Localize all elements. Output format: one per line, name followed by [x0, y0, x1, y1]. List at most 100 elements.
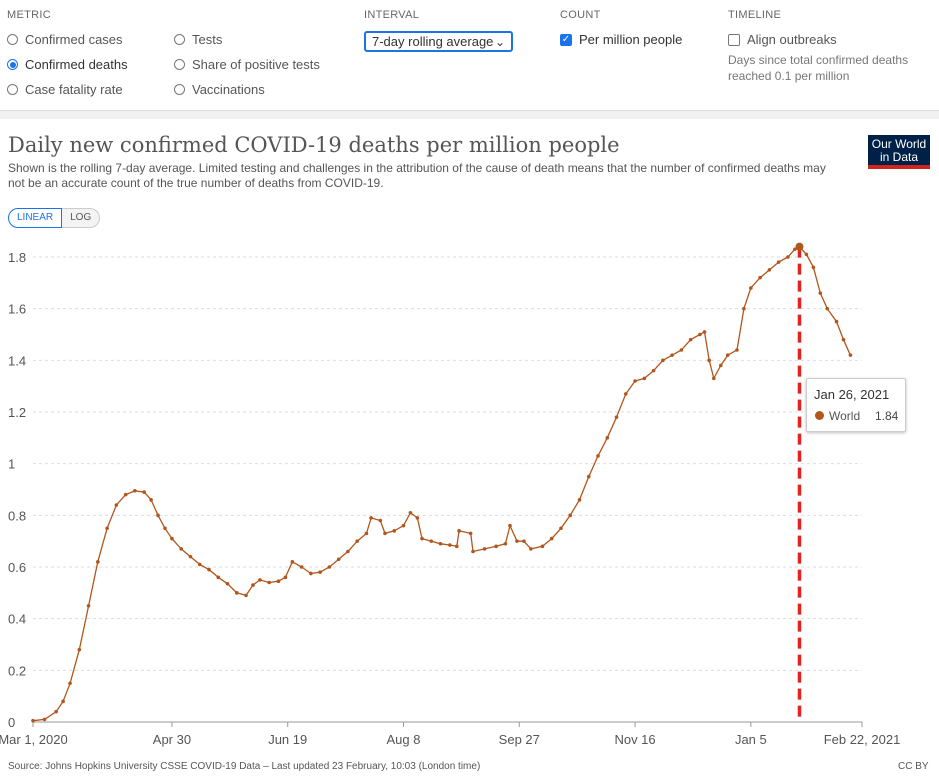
data-point	[767, 268, 772, 272]
chevron-down-icon: ⌄	[494, 35, 505, 49]
count-heading: COUNT	[560, 9, 601, 21]
data-point	[776, 260, 781, 264]
data-point	[96, 560, 100, 564]
data-point	[438, 541, 443, 546]
data-point	[170, 536, 174, 541]
data-point	[420, 536, 424, 541]
y-tick-label: 1.2	[8, 405, 26, 420]
y-tick-label: 0.6	[8, 560, 26, 575]
data-point	[114, 503, 119, 507]
tooltip-date: Jan 26, 2021	[814, 387, 890, 402]
radio-icon	[174, 59, 185, 70]
metric-option-share-positive-tests[interactable]: Share of positive tests	[174, 57, 320, 72]
data-point	[758, 275, 762, 280]
data-point	[244, 593, 248, 598]
data-point	[614, 415, 619, 419]
series-line-world	[32, 245, 851, 722]
data-point	[290, 560, 295, 564]
owid-logo[interactable]: Our World in Data	[868, 135, 930, 169]
data-point	[61, 699, 65, 704]
source-note: Source: Johns Hopkins University CSSE CO…	[8, 761, 481, 772]
data-point	[31, 718, 35, 723]
metric-option-tests[interactable]: Tests	[174, 32, 222, 47]
tooltip-entity: World	[829, 409, 861, 423]
data-point	[834, 319, 839, 324]
checkbox-checked-icon: ✓	[560, 33, 572, 46]
chart-title: Daily new confirmed COVID-19 deaths per …	[8, 133, 620, 157]
data-point	[793, 247, 797, 252]
data-point	[142, 490, 146, 494]
metric-option-label: Confirmed cases	[25, 32, 123, 47]
data-point	[468, 531, 473, 536]
data-point	[749, 286, 753, 290]
linear-scale-button[interactable]: LINEAR	[8, 208, 63, 228]
metric-option-label: Share of positive tests	[192, 57, 320, 72]
data-point	[68, 681, 72, 686]
data-point	[355, 539, 359, 543]
y-tick-label: 1.4	[8, 353, 26, 368]
data-point	[309, 571, 313, 576]
x-tick-label: Sep 27	[499, 732, 540, 747]
data-point	[642, 376, 647, 381]
interval-heading: INTERVAL	[364, 9, 420, 21]
align-outbreaks-label: Align outbreaks	[747, 32, 837, 47]
metric-option-case-fatality-rate[interactable]: Case fatality rate	[7, 82, 123, 97]
metric-option-vaccinations[interactable]: Vaccinations	[174, 82, 265, 97]
data-point	[86, 603, 91, 608]
data-point	[494, 544, 498, 549]
data-point	[661, 358, 665, 363]
per-million-checkbox[interactable]: ✓ Per million people	[560, 32, 682, 47]
radio-icon	[7, 84, 18, 95]
metric-option-label: Confirmed deaths	[25, 57, 128, 72]
data-point	[454, 544, 459, 549]
data-point	[408, 510, 413, 515]
data-point	[283, 575, 288, 580]
data-point	[336, 557, 341, 562]
data-point	[515, 539, 519, 543]
metric-option-label: Tests	[192, 32, 223, 47]
data-point	[735, 348, 739, 352]
data-point	[77, 647, 82, 652]
data-point	[848, 353, 853, 357]
y-tick-label: 0.8	[8, 508, 26, 523]
data-point	[54, 709, 58, 714]
data-point	[276, 579, 281, 584]
x-tick-label: Apr 30	[153, 732, 191, 747]
log-scale-button[interactable]: LOG	[62, 208, 101, 228]
data-point	[725, 353, 730, 357]
x-tick-label: Feb 22, 2021	[824, 732, 901, 747]
data-point	[825, 306, 830, 311]
data-point	[383, 531, 387, 536]
data-point	[471, 549, 475, 554]
data-point	[123, 492, 128, 497]
data-point	[197, 562, 202, 567]
data-point	[508, 523, 512, 528]
data-point	[448, 543, 452, 547]
data-point	[818, 291, 823, 295]
radio-icon	[7, 34, 18, 45]
license-link[interactable]: CC BY	[898, 761, 929, 772]
data-point	[786, 255, 790, 259]
data-point	[364, 531, 369, 536]
data-point	[207, 567, 211, 572]
metric-option-confirmed-deaths[interactable]: Confirmed deaths	[7, 57, 128, 72]
highlight-point[interactable]	[795, 242, 804, 251]
data-point	[392, 529, 397, 533]
align-outbreaks-checkbox[interactable]: Align outbreaks	[728, 32, 837, 47]
data-point	[234, 591, 239, 595]
interval-select[interactable]: 7-day rolling average ⌄	[364, 31, 513, 52]
tooltip: Jan 26, 2021 World 1.84	[806, 378, 906, 432]
x-tick-label: Jan 5	[735, 732, 767, 747]
metric-heading: METRIC	[7, 9, 51, 21]
data-point	[251, 583, 255, 587]
scale-toggle: LINEAR LOG	[8, 208, 101, 228]
data-point	[742, 306, 746, 311]
data-point	[105, 526, 109, 531]
data-point	[568, 513, 573, 518]
data-point	[679, 348, 684, 352]
data-point	[378, 518, 383, 523]
metric-option-confirmed-cases[interactable]: Confirmed cases	[7, 32, 123, 47]
x-tick-label: Nov 16	[614, 732, 655, 747]
data-point	[596, 454, 600, 458]
radio-icon	[174, 84, 185, 95]
